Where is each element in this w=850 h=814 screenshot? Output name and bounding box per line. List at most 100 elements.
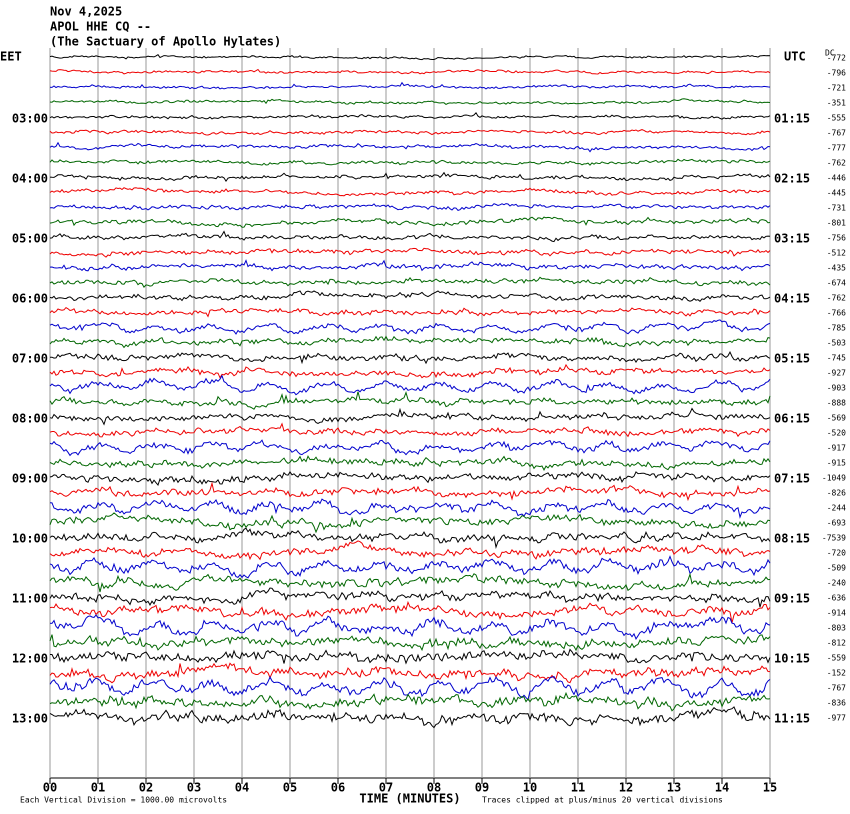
trace bbox=[49, 187, 771, 197]
trace bbox=[49, 259, 771, 272]
trace bbox=[49, 171, 771, 183]
trace bbox=[49, 129, 771, 136]
left-time: 05:00 bbox=[12, 232, 48, 246]
offset-label: -772 bbox=[827, 54, 846, 63]
offset-label: -766 bbox=[827, 309, 846, 318]
offset-label: -927 bbox=[827, 369, 846, 378]
trace bbox=[49, 276, 771, 288]
right-time: 07:15 bbox=[774, 472, 810, 486]
offset-label: -888 bbox=[827, 399, 846, 408]
trace bbox=[49, 691, 771, 712]
trace bbox=[49, 439, 771, 457]
offset-label: -762 bbox=[827, 159, 846, 168]
trace bbox=[49, 111, 771, 120]
station: APOL HHE CQ -- bbox=[50, 20, 151, 34]
offset-label: -693 bbox=[827, 519, 846, 528]
trace bbox=[49, 572, 771, 593]
offset-label: -812 bbox=[827, 639, 846, 648]
offset-label: -777 bbox=[827, 144, 846, 153]
offset-label: -796 bbox=[827, 69, 846, 78]
right-time: 05:15 bbox=[774, 352, 810, 366]
left-time: 09:00 bbox=[12, 472, 48, 486]
trace bbox=[49, 481, 771, 502]
offset-label: -785 bbox=[827, 324, 846, 333]
trace bbox=[50, 648, 771, 665]
division-note: Each Vertical Division = 1000.00 microvo… bbox=[20, 796, 227, 805]
offset-label: -435 bbox=[827, 264, 846, 273]
right-zone-label: UTC bbox=[784, 50, 806, 64]
offset-label: -803 bbox=[827, 624, 846, 633]
offset-label: -512 bbox=[827, 249, 846, 258]
offset-label: -903 bbox=[827, 384, 846, 393]
left-time: 07:00 bbox=[12, 352, 48, 366]
trace bbox=[49, 141, 771, 153]
offset-label: -914 bbox=[827, 609, 846, 618]
left-time: 08:00 bbox=[12, 412, 48, 426]
offset-label: -720 bbox=[827, 549, 846, 558]
left-time: 11:00 bbox=[12, 592, 48, 606]
trace bbox=[49, 555, 771, 579]
right-time: 11:15 bbox=[774, 712, 810, 726]
trace bbox=[49, 68, 771, 75]
offset-label: -762 bbox=[827, 294, 846, 303]
trace bbox=[49, 247, 771, 258]
right-time: 02:15 bbox=[774, 172, 810, 186]
left-time: 13:00 bbox=[12, 712, 48, 726]
trace bbox=[49, 81, 771, 90]
offset-label: -915 bbox=[827, 459, 846, 468]
x-tick-label: 06 bbox=[331, 781, 345, 795]
trace bbox=[50, 350, 771, 365]
trace bbox=[49, 335, 771, 349]
x-tick-label: 07 bbox=[379, 781, 393, 795]
trace bbox=[49, 587, 771, 608]
x-tick-label: 04 bbox=[235, 781, 249, 795]
trace bbox=[49, 675, 771, 701]
trace bbox=[49, 540, 771, 561]
left-time: 03:00 bbox=[12, 112, 48, 126]
offset-label: -446 bbox=[827, 174, 846, 183]
x-tick-label: 00 bbox=[43, 781, 57, 795]
trace bbox=[49, 662, 771, 684]
trace bbox=[49, 422, 771, 438]
trace bbox=[49, 600, 771, 623]
trace bbox=[49, 216, 771, 228]
offset-label: -7539 bbox=[822, 534, 846, 543]
trace bbox=[49, 290, 771, 302]
x-axis-label: TIME (MINUTES) bbox=[359, 792, 460, 806]
x-tick-label: 09 bbox=[475, 781, 489, 795]
trace bbox=[49, 455, 771, 471]
offset-label: -721 bbox=[827, 84, 846, 93]
trace bbox=[49, 634, 771, 652]
x-tick-label: 01 bbox=[91, 781, 105, 795]
left-time: 04:00 bbox=[12, 172, 48, 186]
offset-label: -559 bbox=[827, 654, 846, 663]
offset-label: -152 bbox=[827, 669, 846, 678]
offset-label: -767 bbox=[827, 684, 846, 693]
offset-label: -240 bbox=[827, 579, 846, 588]
x-tick-label: 03 bbox=[187, 781, 201, 795]
offset-label: -509 bbox=[827, 564, 846, 573]
date: Nov 4,2025 bbox=[50, 5, 122, 19]
trace bbox=[49, 512, 771, 534]
trace bbox=[49, 498, 771, 519]
trace bbox=[49, 614, 771, 640]
right-time: 04:15 bbox=[774, 292, 810, 306]
offset-label: -917 bbox=[827, 444, 846, 453]
offset-label: -731 bbox=[827, 204, 846, 213]
x-tick-label: 12 bbox=[619, 781, 633, 795]
offset-label: -767 bbox=[827, 129, 846, 138]
clip-note: Traces clipped at plus/minus 20 vertical… bbox=[482, 796, 723, 805]
trace bbox=[49, 319, 771, 335]
offset-label: -555 bbox=[827, 114, 846, 123]
left-time: 10:00 bbox=[12, 532, 48, 546]
x-tick-label: 10 bbox=[523, 781, 537, 795]
x-tick-label: 14 bbox=[715, 781, 729, 795]
trace bbox=[49, 306, 771, 318]
trace bbox=[49, 470, 771, 486]
x-tick-label: 11 bbox=[571, 781, 585, 795]
offset-label: -351 bbox=[827, 99, 846, 108]
right-time: 10:15 bbox=[774, 652, 810, 666]
offset-label: -756 bbox=[827, 234, 846, 243]
